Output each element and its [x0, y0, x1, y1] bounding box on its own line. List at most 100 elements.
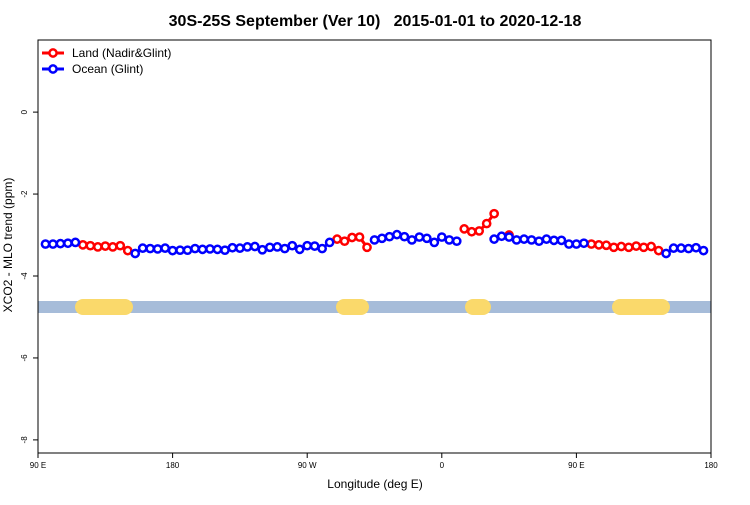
land-strip	[465, 299, 491, 315]
data-point	[332, 234, 342, 244]
data-point	[220, 245, 230, 256]
data-point	[586, 239, 597, 249]
data-point	[646, 241, 657, 252]
data-point	[287, 240, 298, 251]
data-point	[212, 244, 223, 255]
data-point	[152, 244, 163, 254]
data-point	[137, 243, 148, 253]
data-point	[279, 243, 290, 254]
data-point	[48, 239, 58, 249]
y-tick-label: 0	[20, 109, 29, 114]
data-point	[564, 239, 574, 249]
data-point	[40, 239, 51, 249]
data-point	[556, 235, 567, 246]
data-point	[55, 238, 66, 249]
data-point	[459, 224, 470, 234]
data-point	[549, 235, 559, 246]
data-point	[481, 218, 492, 229]
data-point	[534, 236, 544, 247]
y-axis-label: XCO2 - MLO trend (ppm)	[1, 178, 15, 313]
y-tick-label: -6	[20, 354, 29, 362]
y-tick-label: -2	[20, 190, 29, 198]
data-point	[436, 232, 447, 242]
data-point	[683, 243, 694, 254]
x-axis-label: Longitude (deg E)	[327, 477, 422, 491]
data-point	[167, 245, 178, 256]
data-point	[309, 241, 320, 251]
legend-marker	[48, 64, 58, 74]
data-point	[182, 245, 193, 256]
x-tick-label: 90 E	[30, 461, 46, 470]
data-point	[324, 237, 335, 248]
data-point	[474, 226, 485, 236]
data-point	[63, 238, 73, 249]
data-point	[242, 242, 253, 252]
data-point	[175, 245, 185, 256]
data-point	[354, 232, 365, 242]
data-point	[489, 234, 499, 244]
data-point	[294, 244, 305, 255]
data-point	[100, 241, 111, 251]
data-point	[691, 242, 701, 253]
data-point	[85, 240, 96, 251]
data-point	[526, 235, 537, 245]
data-point	[466, 226, 477, 237]
y-tick-label: -4	[20, 272, 29, 280]
data-point	[601, 240, 612, 251]
plot-frame	[37, 39, 712, 454]
data-point	[272, 242, 283, 252]
data-point	[698, 245, 709, 256]
chart-title: 30S-25S September (Ver 10) 2015-01-01 to…	[169, 13, 582, 30]
data-point	[78, 240, 88, 250]
data-point	[145, 243, 156, 254]
data-point	[339, 236, 350, 247]
x-tick-label: 90 W	[298, 461, 317, 470]
data-point	[384, 231, 395, 242]
data-point	[235, 243, 245, 253]
data-point	[579, 238, 589, 249]
data-point	[631, 241, 642, 251]
data-point	[429, 237, 440, 248]
data-point	[107, 242, 118, 252]
data-point	[250, 241, 260, 252]
data-point	[661, 248, 671, 259]
y-tick-label: -8	[20, 436, 29, 444]
data-point	[122, 245, 133, 256]
data-point	[616, 241, 627, 252]
data-point	[70, 237, 81, 248]
data-point	[369, 235, 380, 245]
land-strip	[612, 299, 670, 315]
data-point	[197, 244, 208, 255]
data-point	[451, 236, 462, 247]
data-point	[92, 242, 103, 252]
data-point	[399, 231, 410, 242]
data-point	[414, 232, 425, 242]
land-strip	[75, 299, 133, 315]
data-point	[257, 244, 268, 255]
data-point	[130, 248, 141, 259]
data-point	[302, 240, 313, 251]
ocean-strip	[38, 301, 711, 313]
data-point	[205, 244, 215, 254]
legend-marker	[48, 48, 58, 58]
data-point	[519, 234, 529, 244]
data-point	[593, 240, 604, 250]
data-point	[638, 242, 649, 253]
x-tick-label: 90 E	[568, 461, 584, 470]
data-point	[444, 235, 455, 245]
data-point	[362, 242, 372, 253]
land-ocean-strip	[38, 299, 711, 315]
data-point	[668, 243, 679, 253]
x-tick-label: 180	[704, 461, 718, 470]
data-point	[676, 243, 686, 253]
data-point	[264, 242, 275, 253]
x-tick-label: 180	[166, 461, 180, 470]
data-point	[190, 243, 200, 254]
legend-label: Ocean (Glint)	[72, 62, 143, 76]
data-point	[227, 242, 238, 253]
data-point	[541, 234, 552, 244]
data-point	[347, 232, 357, 243]
data-point	[571, 239, 582, 249]
data-point	[317, 243, 328, 254]
